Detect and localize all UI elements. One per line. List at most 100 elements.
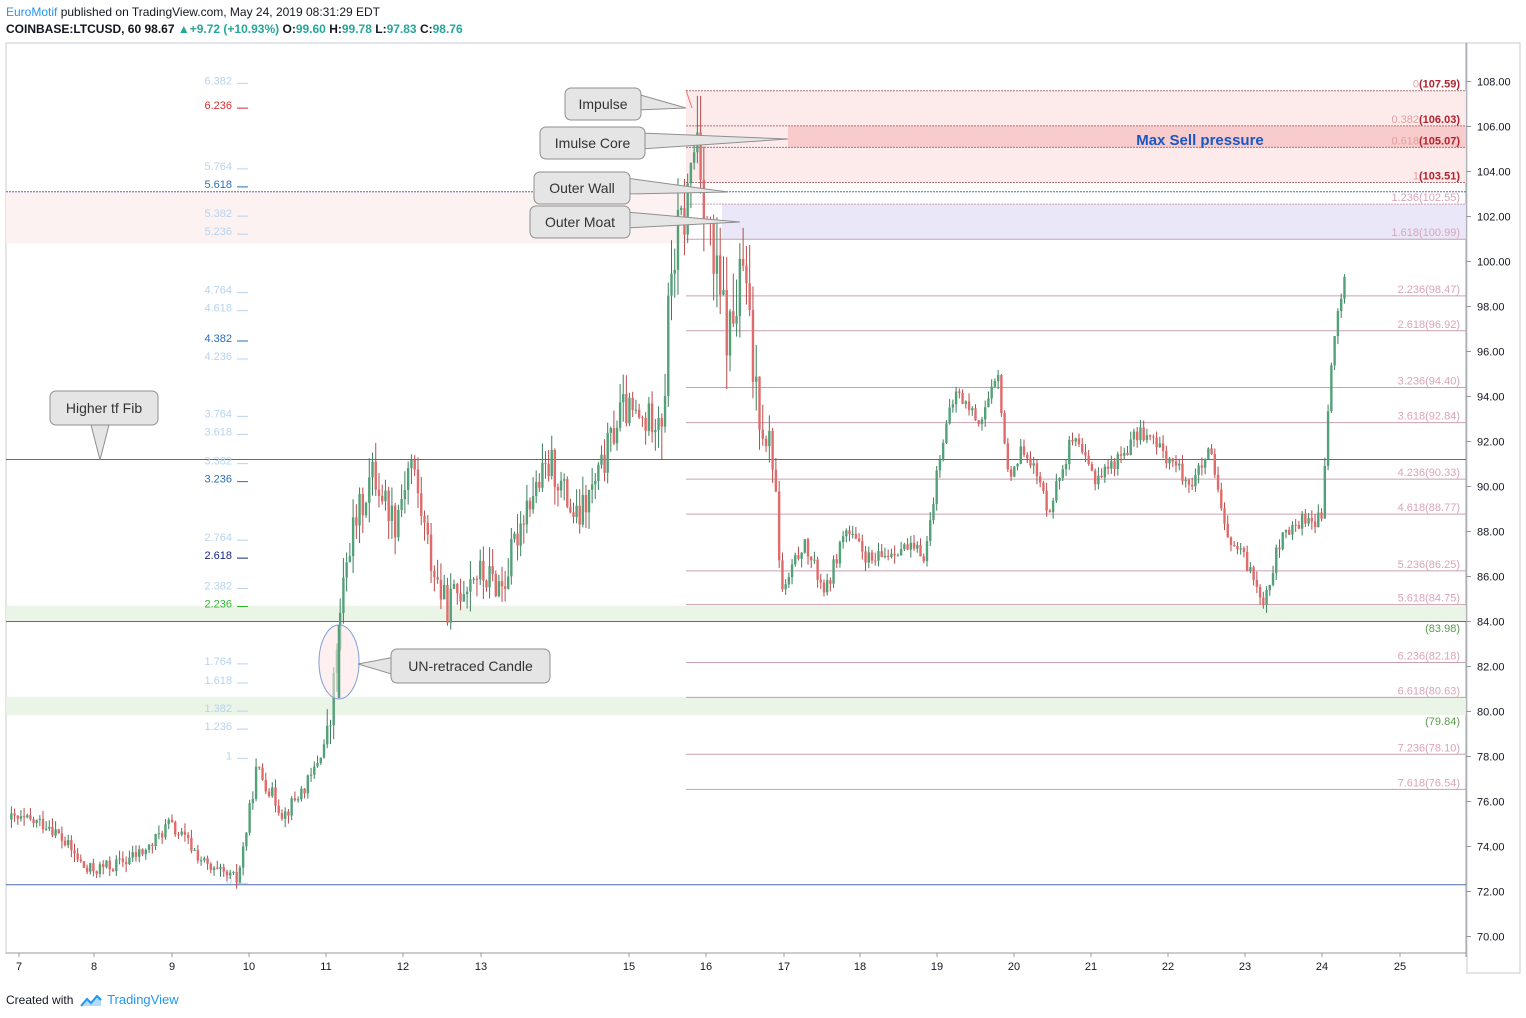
candle <box>974 404 977 421</box>
candle-body <box>32 819 35 824</box>
candle-body <box>1119 454 1123 456</box>
candle-body <box>941 442 945 461</box>
candle-body <box>1190 484 1194 487</box>
candle <box>180 828 183 837</box>
candle-body <box>761 429 764 439</box>
candle-body <box>79 859 82 862</box>
candle <box>634 399 638 414</box>
candle-body <box>819 579 822 583</box>
candle-body <box>436 577 439 580</box>
candle <box>1022 439 1026 458</box>
fib-ext-label-6.236: 6.236(82.18) <box>1398 650 1460 662</box>
candle <box>423 510 426 541</box>
candle <box>102 860 105 875</box>
candle <box>929 512 932 546</box>
candle-body <box>702 179 706 220</box>
candle <box>654 418 657 451</box>
candle <box>41 810 45 834</box>
candle <box>1187 478 1191 493</box>
candle-body <box>60 833 64 841</box>
candle <box>170 814 174 823</box>
fib-ext-label-5.236: 5.236(86.25) <box>1398 559 1460 571</box>
candle <box>245 832 248 851</box>
price-axis[interactable]: 108.00 106.00 104.00 102.00 100.00 98.00 96.00… <box>1466 77 1511 944</box>
candle <box>290 796 293 821</box>
candle <box>550 435 553 480</box>
higher-tf-fib-levels[interactable]: 6.382 6.236 5.764 5.618 5.382 5.236 4.764 4.618… <box>204 75 248 887</box>
candle <box>387 486 390 540</box>
time-tick-label-10: 10 <box>243 961 255 973</box>
fib-ext-label-0: 0(107.59) <box>1413 79 1460 91</box>
candle <box>566 476 569 509</box>
candle-body <box>541 462 544 488</box>
low-value: 97.83 <box>386 22 417 36</box>
symbol-legend: COINBASE:LTCUSD, 60 98.67 ▲+9.72 (+10.93… <box>6 22 463 36</box>
candle-body <box>1055 481 1058 501</box>
candle <box>922 553 925 564</box>
candle <box>941 439 945 462</box>
candle <box>406 461 410 505</box>
candle-body <box>118 858 121 860</box>
candle <box>1106 459 1110 475</box>
symbol-name: COINBASE:LTCUSD, 60 <box>6 22 142 36</box>
candle-body <box>63 840 67 846</box>
callout-impulse[interactable]: Impulse <box>564 87 687 121</box>
candle-body <box>235 871 238 883</box>
callout-text: Outer Wall <box>549 180 615 196</box>
candle-body <box>456 584 459 594</box>
candle <box>725 257 728 390</box>
candle-body <box>880 551 883 558</box>
candle <box>413 455 416 477</box>
candle-body <box>741 258 745 266</box>
callout-imulse-core[interactable]: Imulse Core <box>539 126 789 160</box>
candle-body <box>883 555 887 558</box>
candle <box>274 779 277 813</box>
candle <box>581 476 585 528</box>
callout-outer-wall[interactable]: Outer Wall <box>533 171 729 205</box>
open-value: 99.60 <box>295 22 326 36</box>
candle <box>784 579 787 595</box>
htf-fib-label-1: 1 <box>226 750 232 762</box>
candle-body <box>167 819 170 825</box>
candle-body <box>1291 524 1294 535</box>
candle-body <box>1081 444 1084 453</box>
author-link[interactable]: EuroMotif <box>6 5 58 19</box>
candle <box>95 870 98 878</box>
candle <box>1297 520 1301 530</box>
annotations[interactable]: Impulse Imulse Core Outer Wall Outer Moat Hi… <box>49 87 789 684</box>
callout-unretraced-candle[interactable]: UN-retraced Candle <box>357 648 551 684</box>
created-with-text: Created with <box>6 993 74 1007</box>
candle-body <box>516 533 519 546</box>
price-tick-label-102.00: 102.00 <box>1477 212 1511 224</box>
htf-fib-label-2-764: 2.764 <box>204 532 232 544</box>
candle-body <box>29 815 32 820</box>
fib-ext-label-0.618: 0.618(105.07) <box>1391 135 1460 147</box>
candle <box>615 420 619 451</box>
candle-body <box>535 481 538 497</box>
candle <box>854 526 858 540</box>
time-tick-label-7: 7 <box>16 961 22 973</box>
candle-body <box>1165 450 1168 464</box>
candle <box>819 573 822 590</box>
candle-body <box>488 566 491 588</box>
callout-outer-moat[interactable]: Outer Moat <box>529 205 741 239</box>
candle <box>44 821 48 831</box>
candle <box>167 817 170 830</box>
candle-body <box>587 489 591 513</box>
time-axis[interactable]: 7 8 9 10 11 12 13 15 16 17 18 19 20 21 22 23 24 25 <box>16 953 1406 973</box>
candle <box>1061 464 1065 481</box>
callout-higher-tf-fib[interactable]: Higher tf Fib <box>49 390 159 461</box>
candle-body <box>925 541 929 562</box>
candle-body <box>657 417 660 431</box>
candle <box>938 454 942 478</box>
fib-extension-tool[interactable]: 0(107.59) 0.382(106.03) 0.618(105.07) 1(103… <box>686 79 1466 790</box>
candle <box>848 525 851 542</box>
candle-body <box>1178 463 1181 466</box>
candle <box>1142 420 1145 442</box>
candle-body <box>420 493 423 516</box>
candle-body <box>507 576 510 589</box>
candle <box>845 528 848 543</box>
candle-body <box>615 427 619 444</box>
tradingview-brand-link[interactable]: TradingView <box>107 992 179 1007</box>
